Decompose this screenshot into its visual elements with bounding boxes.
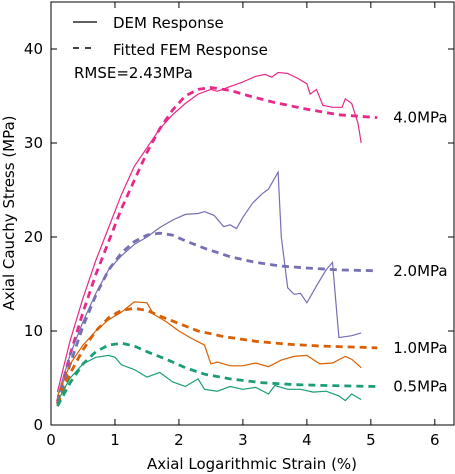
x-tick-label: 0 <box>46 431 56 449</box>
fem-line-1-0mpa <box>56 306 378 405</box>
x-tick-label: 2 <box>174 431 184 449</box>
y-tick-label: 10 <box>24 322 43 340</box>
x-tick-label: 4 <box>302 431 312 449</box>
x-axis-title: Axial Logarithmic Strain (%) <box>147 455 357 473</box>
series-label-1-0mpa: 1.0MPa <box>393 339 447 357</box>
x-tick-label: 6 <box>430 431 440 449</box>
y-tick-label: 30 <box>24 134 43 152</box>
dem-line-2-0mpa <box>56 169 362 397</box>
fem-line-4-0mpa <box>56 86 378 402</box>
fem-line-0-5mpa <box>56 341 378 407</box>
dem-line-0-5mpa <box>56 354 362 402</box>
legend: DEM Response Fitted FEM Response RMSE=2.… <box>73 14 268 82</box>
y-tick-label: 40 <box>24 40 43 58</box>
series-layer <box>56 71 378 407</box>
series-label-4-0mpa: 4.0MPa <box>393 109 447 127</box>
y-tick-label: 0 <box>33 416 43 434</box>
x-tick-label: 3 <box>238 431 248 449</box>
y-axis-ticks: 0 10 20 30 40 <box>24 40 454 434</box>
y-axis-title: Axial Cauchy Stress (MPa) <box>0 115 18 310</box>
series-labels: 4.0MPa 2.0MPa 1.0MPa 0.5MPa <box>393 109 447 396</box>
x-tick-label: 1 <box>110 431 120 449</box>
dem-line-1-0mpa <box>56 301 362 398</box>
x-tick-label: 5 <box>366 431 376 449</box>
series-label-0-5mpa: 0.5MPa <box>393 377 447 395</box>
x-axis-ticks: 0 1 2 3 4 5 6 <box>46 2 440 449</box>
series-label-2-0mpa: 2.0MPa <box>393 262 447 280</box>
legend-label-fem: Fitted FEM Response <box>113 41 268 59</box>
legend-label-dem: DEM Response <box>113 14 224 32</box>
rmse-annotation: RMSE=2.43MPa <box>74 64 193 82</box>
fem-line-2-0mpa <box>56 231 378 404</box>
dem-line-4-0mpa <box>56 71 362 393</box>
plot-area: 0 1 2 3 4 5 6 0 10 20 30 40 <box>24 1 455 449</box>
y-tick-label: 20 <box>24 228 43 246</box>
plot-frame <box>50 1 455 426</box>
